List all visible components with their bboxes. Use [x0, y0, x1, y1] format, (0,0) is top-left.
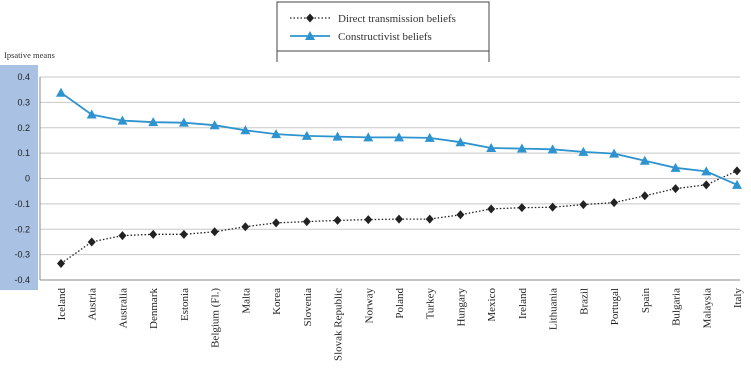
y-tick-label: -0.3: [14, 250, 30, 260]
legend-box: [276, 1, 490, 52]
data-point-diamond: [395, 214, 403, 224]
data-point-triangle: [424, 132, 435, 142]
x-tick-label: Slovak Republic: [333, 288, 345, 361]
data-point-diamond: [272, 218, 281, 228]
y-tick-label: 0.1: [17, 148, 30, 158]
x-tick-label: Poland: [394, 288, 406, 319]
x-tick-label: Brazil: [578, 288, 590, 315]
legend-label: Direct transmission beliefs: [338, 13, 456, 25]
data-point-diamond: [302, 217, 311, 227]
data-point-triangle: [86, 109, 97, 119]
y-tick-label: -0.2: [14, 224, 30, 234]
data-point-triangle: [56, 87, 66, 97]
y-tick-label: 0: [25, 174, 30, 184]
x-tick-label: Ireland: [517, 288, 529, 320]
data-point-triangle: [516, 143, 527, 153]
x-tick-label: Australia: [117, 288, 129, 328]
x-tick-label: Norway: [363, 288, 375, 324]
data-point-diamond: [610, 198, 619, 208]
x-tick-label: Portugal: [609, 288, 621, 325]
x-tick-label: Austria: [87, 288, 99, 321]
data-series: [56, 87, 742, 269]
data-point-triangle: [486, 143, 497, 153]
y-tick-label: -0.4: [14, 275, 30, 285]
data-point-diamond: [210, 227, 219, 237]
data-point-diamond: [733, 166, 741, 176]
data-point-diamond: [702, 180, 711, 190]
data-point-triangle: [363, 132, 374, 142]
x-tick-label: Mexico: [486, 288, 498, 322]
data-point-diamond: [640, 191, 649, 201]
data-point-diamond: [425, 214, 434, 224]
data-point-diamond: [333, 215, 342, 225]
y-tick-labels: 0.4 0.3 0.2 0.1 0 -0.1 -0.2 -0.3 -0.4: [14, 72, 30, 285]
y-tick-label: 0.4: [17, 72, 30, 82]
data-point-triangle: [547, 144, 558, 154]
x-tick-label: Korea: [271, 288, 283, 315]
y-axis-band: [0, 65, 38, 290]
data-point-triangle: [240, 125, 251, 135]
data-point-triangle: [609, 148, 620, 158]
data-point-diamond: [517, 203, 526, 213]
x-tick-label: Turkey: [425, 288, 437, 320]
data-point-triangle: [455, 137, 466, 147]
data-point-diamond: [456, 210, 465, 220]
x-tick-label: Estonia: [179, 288, 191, 321]
series-diamond: [57, 166, 741, 269]
data-point-triangle: [670, 162, 681, 172]
x-tick-label: Lithuania: [548, 288, 560, 330]
data-point-triangle: [578, 146, 589, 156]
data-point-triangle: [148, 117, 159, 127]
series-triangle: [56, 87, 742, 189]
series-line: [60, 170, 738, 265]
data-point-triangle: [271, 129, 282, 139]
data-point-diamond: [57, 259, 65, 269]
y-tick-label: 0.2: [17, 123, 30, 133]
y-axis-title: Ipsative means: [4, 50, 55, 60]
data-point-diamond: [149, 229, 158, 239]
data-point-diamond: [487, 204, 496, 214]
x-tick-label: Denmark: [148, 288, 160, 329]
data-point-diamond: [671, 184, 680, 194]
data-point-diamond: [364, 215, 373, 225]
axes: [39, 77, 740, 281]
data-point-triangle: [394, 132, 404, 142]
data-point-diamond: [87, 237, 96, 247]
data-point-diamond: [118, 231, 127, 241]
data-point-diamond: [548, 202, 557, 212]
y-axis-highlight-band: [0, 65, 38, 290]
x-tick-label: Malaysia: [701, 288, 713, 328]
x-tick-label: Hungary: [455, 288, 467, 327]
data-point-triangle: [301, 130, 312, 140]
data-point-triangle: [332, 131, 343, 141]
x-tick-label: Bulgaria: [671, 288, 683, 326]
legend-label: Constructivist beliefs: [338, 31, 432, 43]
data-point-triangle: [178, 117, 189, 127]
legend-marker-triangle: [305, 31, 315, 40]
gridlines: [40, 76, 740, 281]
data-point-triangle: [117, 115, 128, 125]
x-tick-label: Iceland: [56, 288, 68, 321]
data-point-triangle: [639, 155, 650, 165]
y-tick-label: -0.1: [14, 199, 30, 209]
data-point-triangle: [209, 120, 220, 130]
data-point-diamond: [579, 200, 588, 210]
legend: Direct transmission beliefs Constructivis…: [276, 1, 490, 62]
x-tick-label: Spain: [640, 288, 652, 314]
x-tick-label: Belgium (Fl.): [210, 288, 222, 348]
data-point-diamond: [241, 222, 250, 232]
x-tick-label: Italy: [732, 288, 744, 309]
data-point-triangle: [732, 179, 742, 189]
x-tick-labels: Iceland Austria Australia Denmark Estonia Bel…: [56, 288, 744, 362]
data-point-triangle: [701, 166, 712, 176]
legend-marker-diamond: [306, 13, 314, 23]
x-tick-label: Malta: [240, 288, 252, 314]
x-tick-label: Slovenia: [302, 288, 314, 327]
data-point-diamond: [179, 229, 188, 239]
y-tick-label: 0.3: [17, 97, 30, 107]
